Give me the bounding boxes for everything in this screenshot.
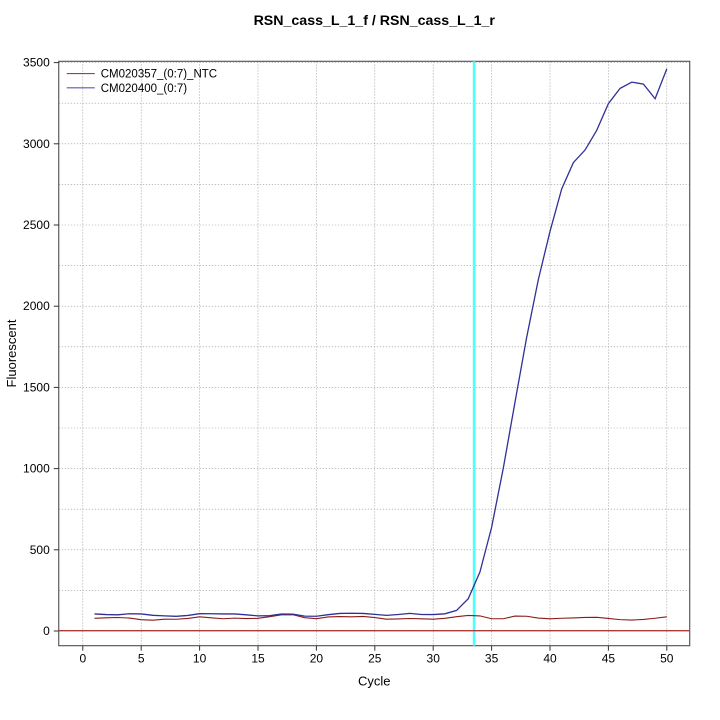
svg-text:2500: 2500 [23, 218, 50, 232]
svg-text:40: 40 [543, 652, 557, 666]
svg-text:3500: 3500 [23, 56, 50, 70]
svg-text:0: 0 [79, 652, 86, 666]
svg-text:1000: 1000 [23, 462, 50, 476]
svg-text:30: 30 [427, 652, 441, 666]
svg-text:CM020400_(0:7): CM020400_(0:7) [101, 83, 187, 95]
svg-text:3000: 3000 [23, 137, 50, 151]
svg-text:1500: 1500 [23, 380, 50, 394]
svg-text:20: 20 [310, 652, 324, 666]
svg-text:0: 0 [43, 624, 50, 638]
svg-text:CM020357_(0:7)_NTC: CM020357_(0:7)_NTC [101, 69, 217, 81]
svg-text:35: 35 [485, 652, 499, 666]
svg-text:Fluorescent: Fluorescent [4, 319, 19, 387]
svg-text:5: 5 [138, 652, 145, 666]
svg-text:45: 45 [602, 652, 616, 666]
svg-text:25: 25 [368, 652, 382, 666]
svg-text:Cycle: Cycle [358, 674, 391, 689]
svg-text:500: 500 [30, 543, 50, 557]
svg-text:10: 10 [193, 652, 207, 666]
svg-text:50: 50 [660, 652, 674, 666]
svg-text:2000: 2000 [23, 299, 50, 313]
svg-text:15: 15 [251, 652, 265, 666]
svg-text:RSN_cass_L_1_f / RSN_cass_L_1_: RSN_cass_L_1_f / RSN_cass_L_1_r [254, 13, 496, 29]
